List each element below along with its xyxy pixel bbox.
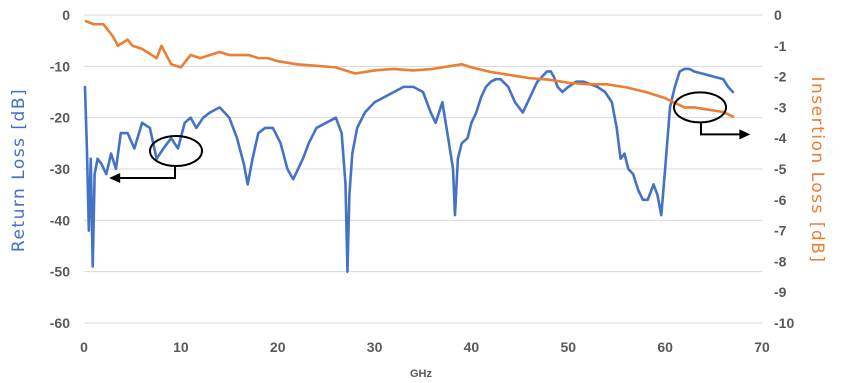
x-tick-label: 70 [754, 339, 770, 355]
y-axis-left-title: Return Loss [dB] [9, 88, 29, 252]
y-left-tick-label: 0 [62, 7, 70, 23]
y-left-tick-label: -10 [50, 58, 70, 74]
y-right-tick-label: -3 [774, 99, 787, 115]
y-right-tick-label: -4 [774, 130, 787, 146]
return-loss-line [83, 67, 735, 273]
y-axis-right-title: Insertion Loss [dB] [807, 77, 827, 264]
grid-lines [84, 14, 762, 324]
y-left-tick-label: -20 [50, 110, 70, 126]
series-group [83, 19, 735, 273]
annotation-ellipse [149, 135, 204, 168]
x-tick-label: 30 [367, 339, 383, 355]
x-tick-label: 20 [270, 339, 286, 355]
y-right-tick-label: -10 [774, 315, 794, 331]
x-axis-title: GHz [410, 368, 433, 380]
annotation-arrow [700, 122, 742, 136]
y-right-tick-label: 0 [774, 7, 782, 23]
x-tick-label: 10 [173, 339, 189, 355]
y-right-tick-label: -2 [774, 69, 787, 85]
y-right-tick-label: -5 [774, 161, 787, 177]
y-left-tick-label: -60 [50, 315, 70, 331]
y-right-tick-label: -8 [774, 253, 787, 269]
arrow-head-icon [109, 173, 121, 184]
right-axis-ticks: 0 -1 -2 -3 -4 -5 -6 -7 -8 -9 -10 [774, 7, 794, 331]
x-axis-ticks: 0 10 20 30 40 50 60 70 [80, 339, 770, 355]
annotation-arrow [118, 166, 177, 180]
y-right-tick-label: -9 [774, 284, 787, 300]
x-tick-label: 0 [80, 339, 88, 355]
insertion-loss-line [84, 19, 735, 118]
left-axis-ticks: 0 -10 -20 -30 -40 -50 -60 [50, 7, 70, 331]
x-tick-label: 40 [464, 339, 480, 355]
annotations [109, 91, 751, 184]
y-left-tick-label: -40 [50, 212, 70, 228]
arrow-head-icon [739, 129, 751, 140]
y-right-tick-label: -1 [774, 38, 787, 54]
y-right-tick-label: -7 [774, 223, 787, 239]
y-left-tick-label: -30 [50, 161, 70, 177]
x-tick-label: 60 [657, 339, 673, 355]
x-tick-label: 50 [560, 339, 576, 355]
y-right-tick-label: -6 [774, 192, 787, 208]
y-left-tick-label: -50 [50, 264, 70, 280]
